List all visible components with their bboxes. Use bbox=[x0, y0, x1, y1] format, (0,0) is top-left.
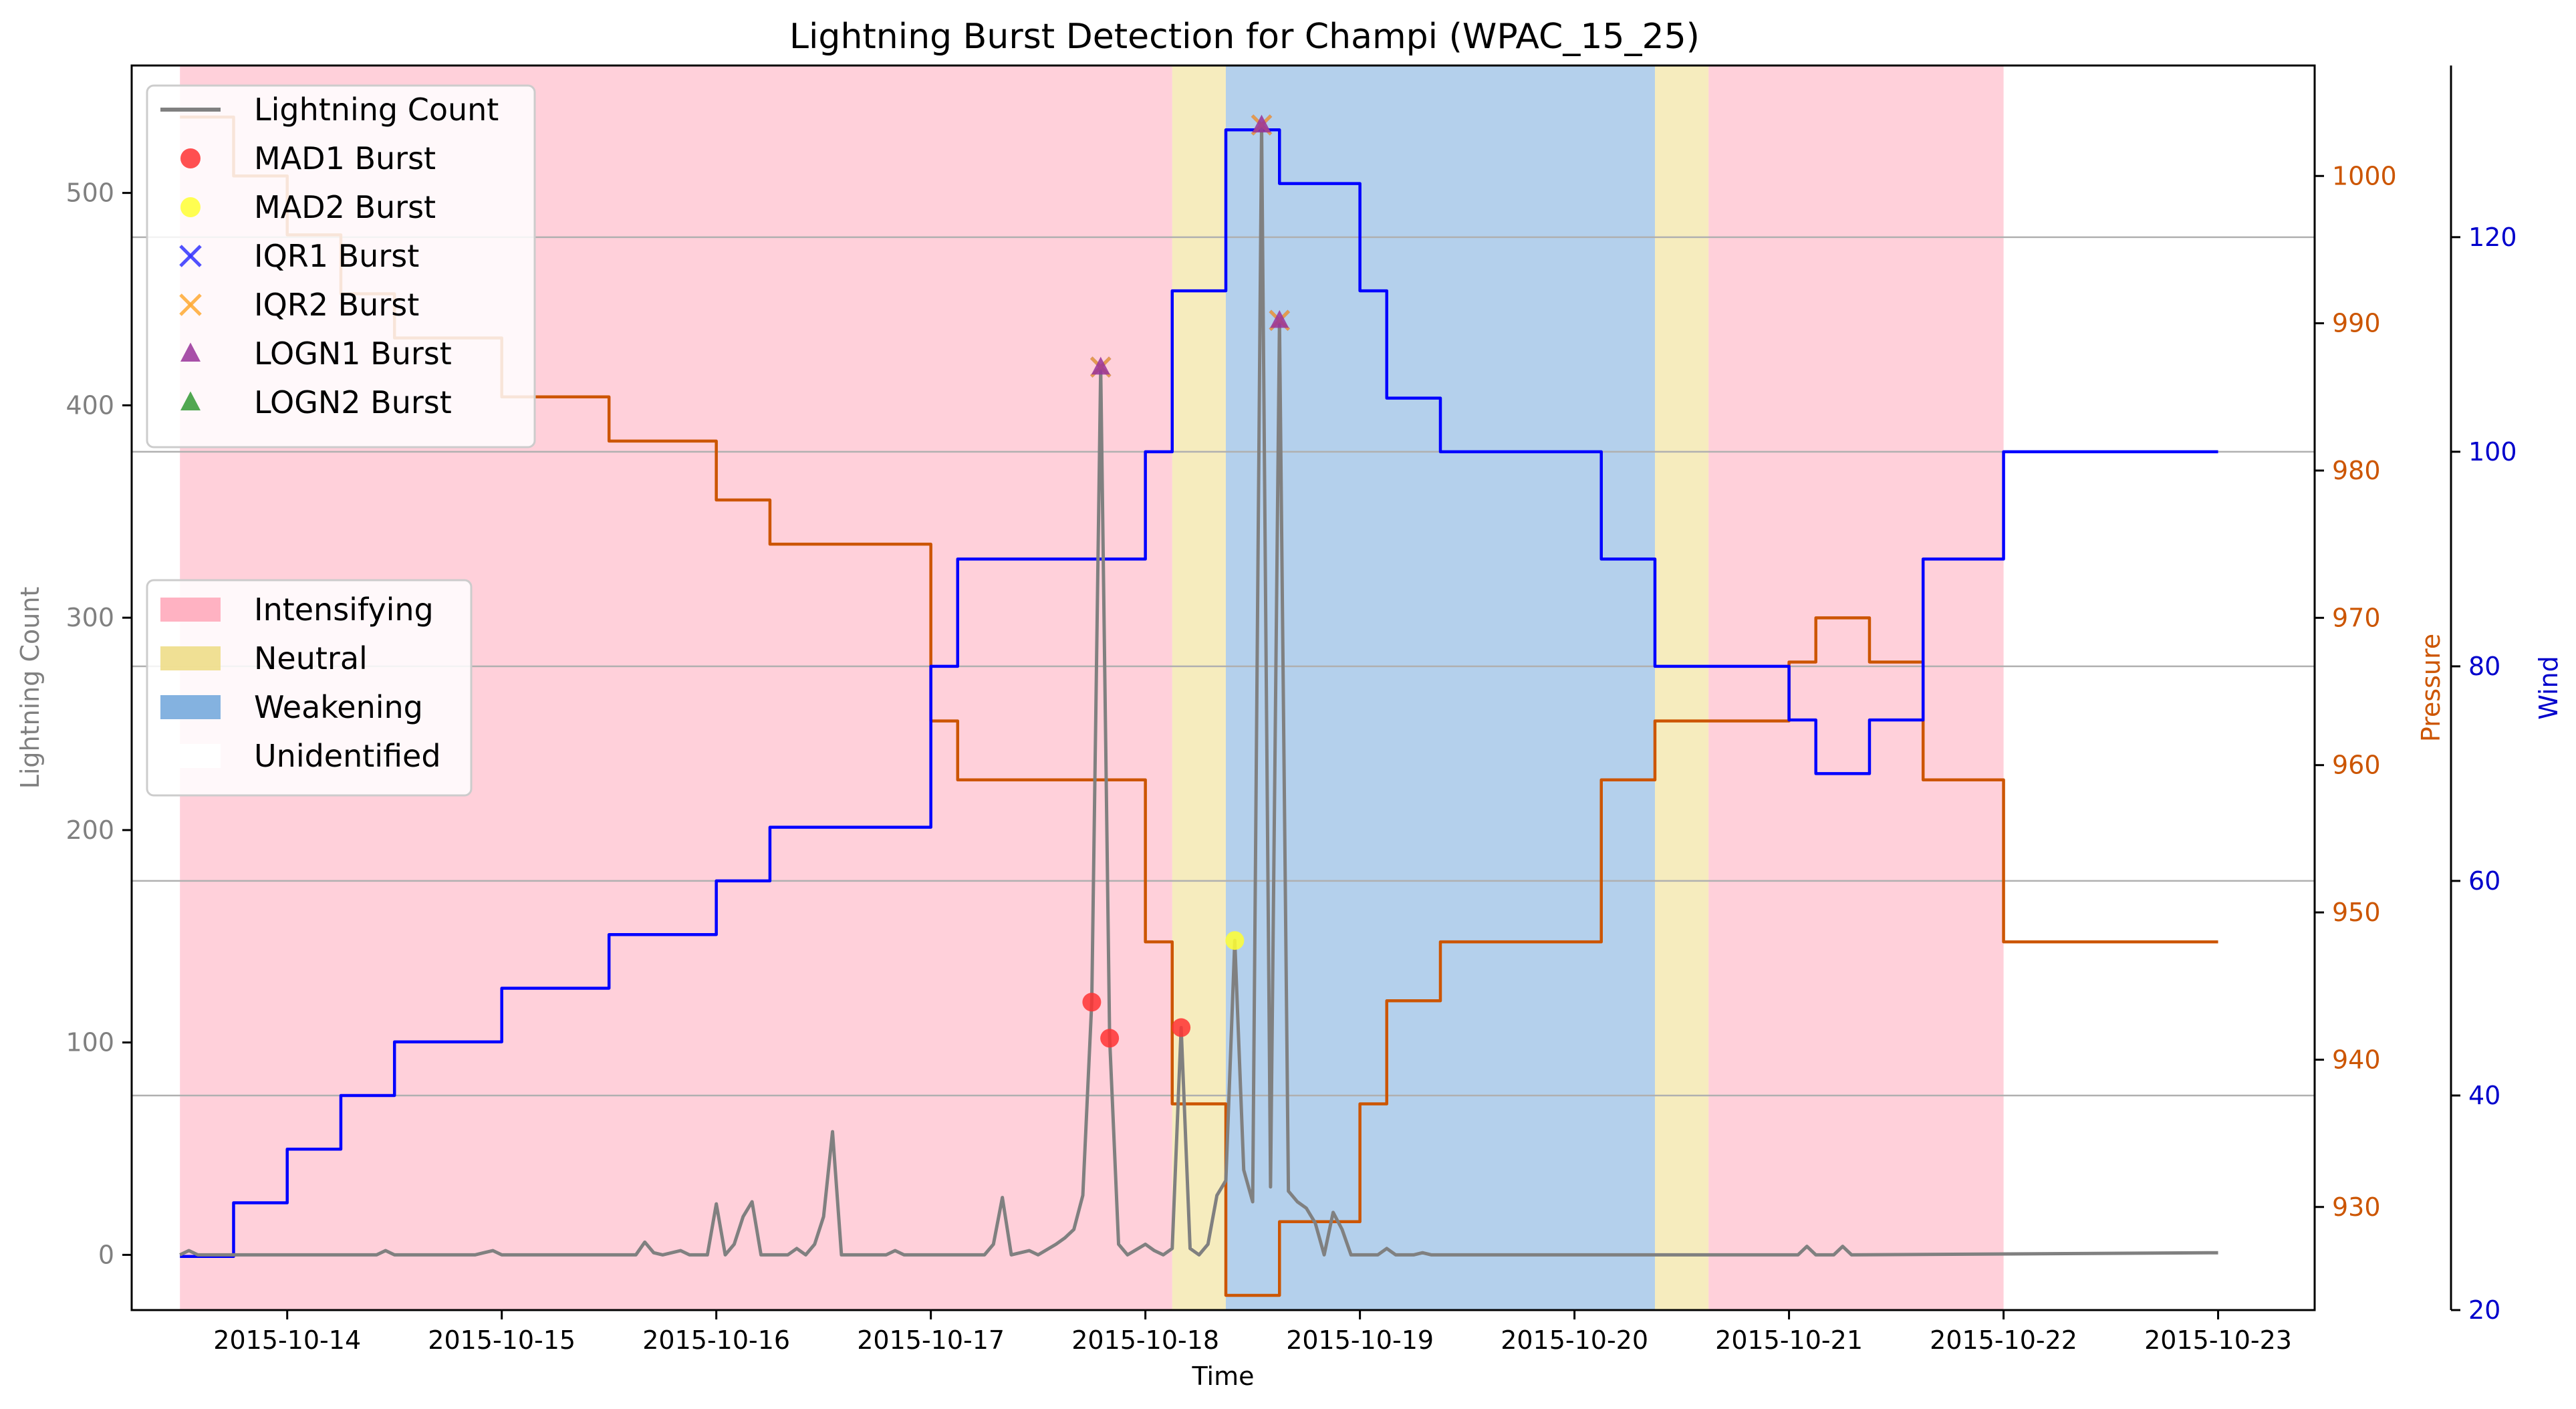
legend-label: MAD2 Burst bbox=[254, 189, 436, 225]
phase-band-2 bbox=[1226, 66, 1655, 1310]
axes: 2015-10-14 2015-10-15 2015-10-16 2015-10-17… bbox=[66, 66, 2517, 1355]
mad1-burst-marker bbox=[1172, 1018, 1191, 1037]
logn1-burst-marker bbox=[1091, 356, 1110, 375]
burst-markers bbox=[1082, 114, 1291, 1048]
y-pressure-tick-label: 990 bbox=[2332, 309, 2381, 338]
legend-label: Unidentified bbox=[254, 738, 441, 774]
legend-label: LOGN1 Burst bbox=[254, 336, 452, 372]
grid-lines bbox=[132, 236, 2315, 1097]
legend-swatch-x bbox=[179, 293, 202, 316]
mad1-burst-marker bbox=[1082, 993, 1102, 1012]
legend-swatch-circle bbox=[180, 197, 201, 217]
mad2-burst-marker bbox=[1225, 931, 1245, 950]
y-left-tick-label: 0 bbox=[98, 1240, 114, 1269]
y-left-tick-label: 300 bbox=[66, 603, 114, 632]
mad1-burst-marker bbox=[1100, 1029, 1120, 1048]
legend-swatch-x bbox=[179, 245, 202, 267]
x-tick-label: 2015-10-21 bbox=[1715, 1325, 1863, 1355]
chart-title: Lightning Burst Detection for Champi (WP… bbox=[789, 17, 1700, 57]
x-tick-label: 2015-10-16 bbox=[642, 1325, 790, 1355]
legend-swatch-circle bbox=[180, 148, 201, 168]
y-axis-label-pressure: Pressure bbox=[2416, 634, 2446, 742]
series-lightning-count bbox=[179, 123, 2218, 1257]
y-wind-tick-label: 40 bbox=[2468, 1081, 2500, 1110]
legend-swatch-phase bbox=[160, 598, 221, 622]
y-left-tick-label: 100 bbox=[66, 1028, 114, 1057]
legend-phases: Intensifying Neutral Weakening Unidentified bbox=[146, 579, 473, 797]
y-left-tick-label: 400 bbox=[66, 390, 114, 420]
legend-swatch-x-stroke bbox=[179, 293, 202, 316]
legend-swatch-x-stroke bbox=[179, 245, 202, 267]
legend-swatch-phase bbox=[160, 646, 221, 670]
y-pressure-tick-label: 970 bbox=[2332, 603, 2381, 632]
y-axis-label-wind: Wind bbox=[2534, 656, 2563, 720]
legend-label: Intensifying bbox=[254, 592, 434, 628]
legend-swatch-triangle bbox=[180, 342, 201, 362]
logn1-burst-marker bbox=[1270, 309, 1289, 328]
x-tick-label: 2015-10-18 bbox=[1071, 1325, 1219, 1355]
y-pressure-tick-label: 940 bbox=[2332, 1045, 2381, 1074]
x-tick-label: 2015-10-20 bbox=[1501, 1325, 1648, 1355]
y-axis-label-left: Lightning Count bbox=[15, 587, 45, 789]
x-tick-label: 2015-10-23 bbox=[2144, 1325, 2292, 1355]
legend-swatch-phase bbox=[160, 695, 221, 719]
plot-frame bbox=[130, 64, 2316, 1311]
phase-band-3 bbox=[1654, 66, 1709, 1310]
y-left-tick-label: 200 bbox=[66, 815, 114, 845]
legend-label: IQR1 Burst bbox=[254, 238, 419, 274]
phase-band-1 bbox=[1172, 66, 1227, 1310]
y-left-tick-label: 500 bbox=[66, 178, 114, 208]
x-tick-label: 2015-10-17 bbox=[857, 1325, 1005, 1355]
legend-label: LOGN2 Burst bbox=[254, 384, 452, 420]
phase-band-4 bbox=[1708, 66, 2004, 1310]
legend-label: Lightning Count bbox=[254, 92, 499, 128]
x-axis-label: Time bbox=[1192, 1362, 1255, 1391]
y-wind-tick-label: 80 bbox=[2468, 652, 2500, 681]
series-wind bbox=[180, 128, 2218, 1258]
legend-swatch-triangle bbox=[180, 391, 201, 410]
x-tick-label: 2015-10-22 bbox=[1930, 1325, 2077, 1355]
y-pressure-tick-label: 950 bbox=[2332, 898, 2381, 927]
x-tick-label: 2015-10-14 bbox=[213, 1325, 361, 1355]
legend-label: MAD1 Burst bbox=[254, 140, 436, 176]
legend-label: IQR2 Burst bbox=[254, 287, 419, 323]
legend-swatch-phase bbox=[160, 744, 221, 768]
legend-series: Lightning Count MAD1 Burst MAD2 Burst IQR1 … bbox=[146, 84, 536, 449]
y-wind-tick-label: 120 bbox=[2468, 223, 2517, 252]
x-tick-label: 2015-10-19 bbox=[1286, 1325, 1434, 1355]
phase-bands bbox=[180, 66, 2004, 1310]
y-wind-tick-label: 20 bbox=[2468, 1295, 2500, 1325]
legend-label: Neutral bbox=[254, 640, 368, 676]
y-pressure-tick-label: 930 bbox=[2332, 1192, 2381, 1222]
y-pressure-tick-label: 960 bbox=[2332, 751, 2381, 780]
y-wind-tick-label: 60 bbox=[2468, 866, 2500, 896]
y-pressure-tick-label: 1000 bbox=[2332, 161, 2397, 190]
legend-box bbox=[146, 84, 536, 449]
legend-box bbox=[146, 579, 473, 797]
legend-label: Weakening bbox=[254, 689, 423, 725]
y-pressure-tick-label: 980 bbox=[2332, 456, 2381, 485]
x-tick-label: 2015-10-15 bbox=[428, 1325, 575, 1355]
logn1-burst-marker bbox=[1252, 114, 1271, 133]
y-wind-tick-label: 100 bbox=[2468, 437, 2517, 467]
